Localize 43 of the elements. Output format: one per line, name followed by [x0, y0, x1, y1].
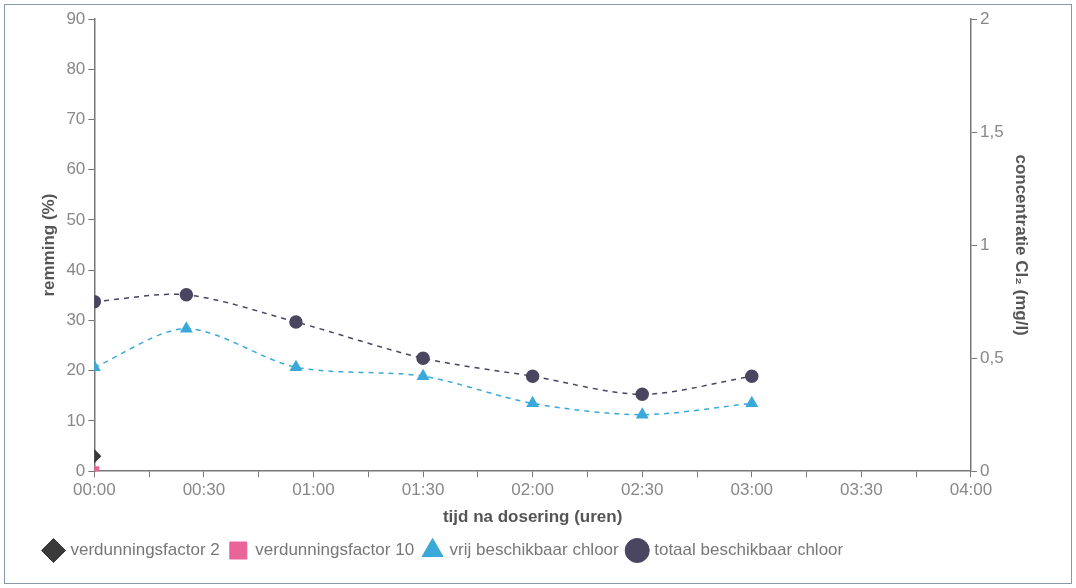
point — [636, 407, 649, 419]
y2-axis-title: concentratie Cl₂ (mg/l) — [1012, 154, 1032, 336]
point — [526, 396, 539, 408]
point — [180, 322, 193, 333]
point — [525, 369, 540, 383]
y-tick-label: 10 — [66, 410, 86, 430]
y-tick-label: 30 — [66, 310, 86, 330]
x-tick-label: 01:30 — [401, 480, 445, 500]
x-tick-label: 00:30 — [182, 480, 226, 500]
point — [635, 387, 649, 402]
point — [416, 351, 430, 365]
x-tick-label: 02:00 — [511, 480, 554, 500]
y2-tick-label: 0 — [979, 460, 990, 480]
x-axis-title: tijd na dosering (uren) — [442, 507, 623, 527]
y-tick-label: 60 — [66, 159, 86, 179]
y-tick-label: 90 — [66, 8, 86, 28]
legend-label: vrij beschikbaar chloor — [449, 540, 620, 560]
y-tick-label: 40 — [66, 259, 86, 279]
legend-label: totaal beschikbaar chloor — [654, 540, 844, 560]
x-tick-label: 03:30 — [840, 480, 883, 500]
y2-tick-label: 1 — [979, 234, 990, 254]
y-tick-label: 70 — [66, 109, 86, 129]
point — [289, 360, 302, 371]
y2-tick-label: 2 — [979, 8, 990, 28]
y2-tick-label: 0,5 — [979, 347, 1004, 367]
x-tick-label: 01:00 — [292, 480, 335, 500]
y-axis-title: remming (%) — [38, 193, 58, 297]
y-tick-label: 0 — [75, 460, 86, 480]
y2-tick-label: 1,5 — [979, 121, 1004, 141]
y-tick-label: 50 — [66, 209, 86, 229]
legend-label: verdunningsfactor 10 — [255, 540, 415, 560]
point — [417, 369, 429, 380]
legend-label: verdunningsfactor 2 — [70, 540, 220, 560]
point — [745, 396, 758, 408]
y-tick-label: 80 — [66, 58, 86, 78]
x-tick-label: 03:00 — [730, 480, 774, 500]
x-tick-label: 02:30 — [620, 480, 664, 500]
point — [289, 315, 303, 329]
point — [745, 369, 759, 383]
point — [179, 288, 194, 302]
x-tick-label: 00:00 — [73, 480, 116, 500]
y-tick-label: 20 — [66, 360, 86, 380]
x-tick-label: 04:00 — [949, 480, 993, 500]
